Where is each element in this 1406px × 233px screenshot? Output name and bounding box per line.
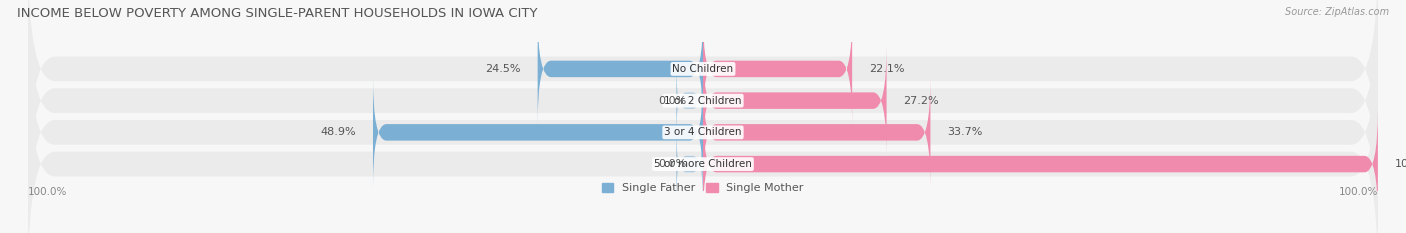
Text: 24.5%: 24.5%	[485, 64, 520, 74]
FancyBboxPatch shape	[28, 0, 1378, 215]
Text: 0.0%: 0.0%	[658, 159, 686, 169]
Text: Source: ZipAtlas.com: Source: ZipAtlas.com	[1285, 7, 1389, 17]
Text: 27.2%: 27.2%	[904, 96, 939, 106]
Text: INCOME BELOW POVERTY AMONG SINGLE-PARENT HOUSEHOLDS IN IOWA CITY: INCOME BELOW POVERTY AMONG SINGLE-PARENT…	[17, 7, 537, 20]
FancyBboxPatch shape	[28, 18, 1378, 233]
Legend: Single Father, Single Mother: Single Father, Single Mother	[602, 183, 804, 193]
Text: 48.9%: 48.9%	[321, 127, 356, 137]
FancyBboxPatch shape	[703, 77, 931, 188]
Text: 1 or 2 Children: 1 or 2 Children	[664, 96, 742, 106]
FancyBboxPatch shape	[676, 61, 703, 140]
Text: 5 or more Children: 5 or more Children	[654, 159, 752, 169]
FancyBboxPatch shape	[373, 77, 703, 188]
Text: 22.1%: 22.1%	[869, 64, 904, 74]
FancyBboxPatch shape	[703, 14, 852, 124]
Text: 100.0%: 100.0%	[1395, 159, 1406, 169]
Text: 33.7%: 33.7%	[948, 127, 983, 137]
Text: 100.0%: 100.0%	[1339, 187, 1378, 197]
Text: 3 or 4 Children: 3 or 4 Children	[664, 127, 742, 137]
FancyBboxPatch shape	[537, 14, 703, 124]
FancyBboxPatch shape	[703, 109, 1378, 219]
FancyBboxPatch shape	[676, 125, 703, 203]
Text: 0.0%: 0.0%	[658, 96, 686, 106]
FancyBboxPatch shape	[28, 0, 1378, 183]
Text: No Children: No Children	[672, 64, 734, 74]
FancyBboxPatch shape	[703, 45, 887, 156]
FancyBboxPatch shape	[28, 50, 1378, 233]
Text: 100.0%: 100.0%	[28, 187, 67, 197]
